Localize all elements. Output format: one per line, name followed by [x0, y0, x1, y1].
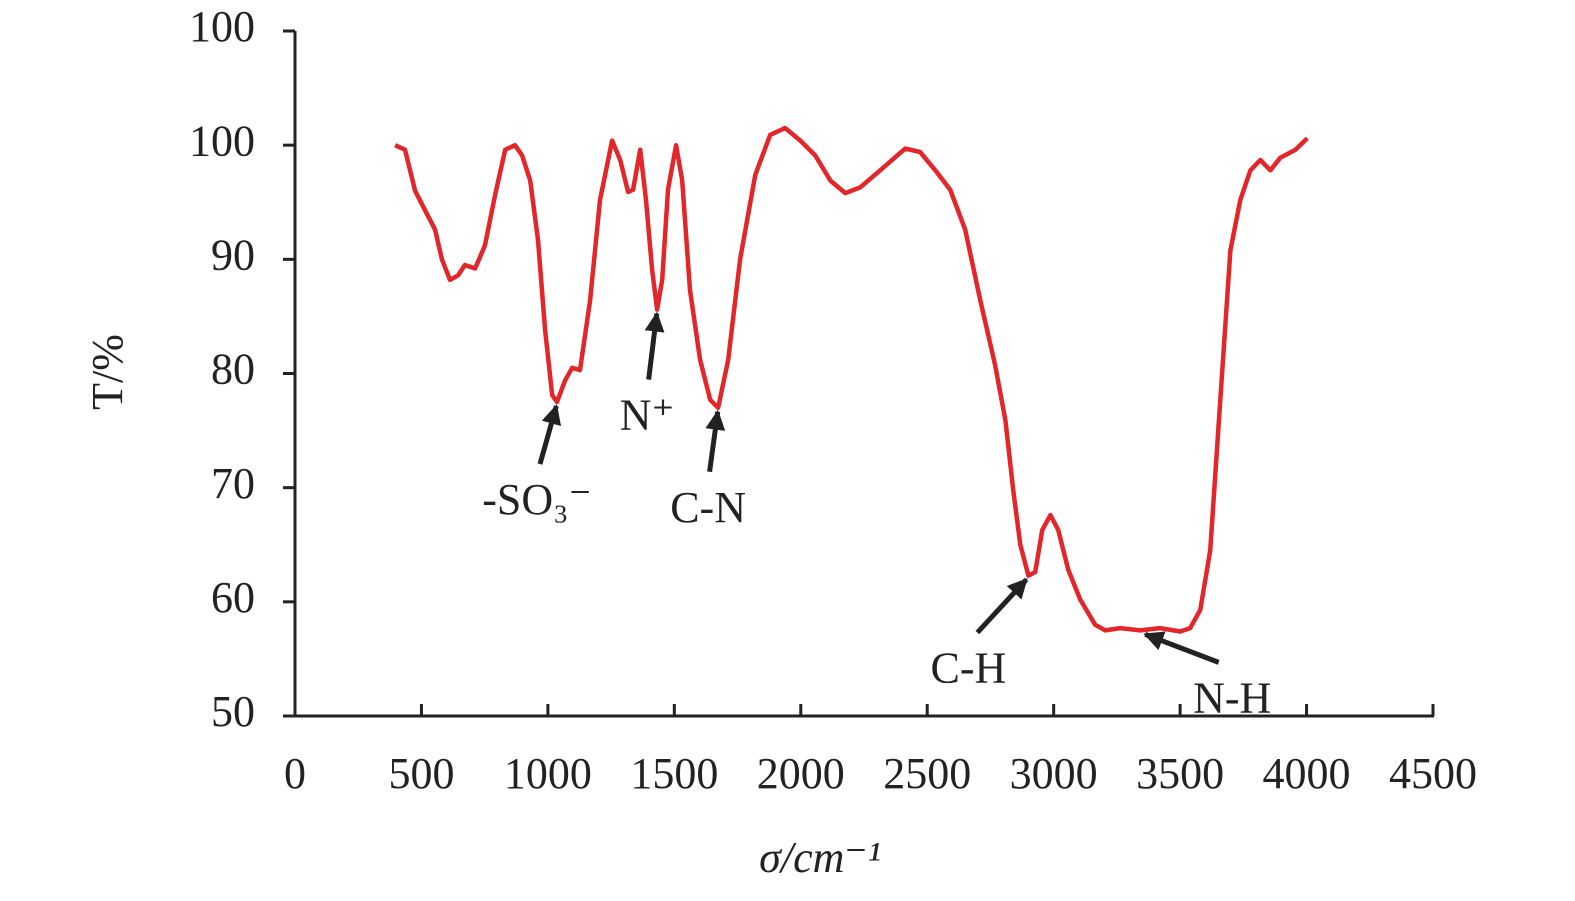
x-tick-label: 4000: [1263, 749, 1351, 798]
x-tick-label: 500: [388, 749, 454, 798]
annotation-label: -SO₃⁻: [482, 475, 591, 524]
y-tick-label: 90: [211, 230, 255, 279]
y-tick-label: 80: [211, 345, 255, 394]
x-tick-label: 2000: [757, 749, 845, 798]
x-tick-label: 3000: [1010, 749, 1098, 798]
annotation-arrow: [975, 577, 1029, 635]
y-tick-label: 70: [211, 459, 255, 508]
annotation-label: C-N: [670, 483, 746, 532]
y-tick-label: 60: [211, 573, 255, 622]
y-tick-label: 100: [189, 116, 255, 165]
x-tick-label: 1000: [504, 749, 592, 798]
annotation-arrow: [1143, 631, 1220, 665]
x-axis-label: σ/cm⁻¹: [759, 833, 881, 882]
annotation-arrow: [644, 311, 665, 380]
annotation-label: C-H: [930, 644, 1006, 693]
y-tick-label: 50: [211, 687, 255, 736]
annotation-arrow: [705, 409, 726, 473]
y-tick-label: 100: [189, 2, 255, 51]
x-tick-label: 0: [284, 749, 306, 798]
y-axis-label: T/%: [83, 334, 132, 410]
x-tick-label: 4500: [1389, 749, 1477, 798]
spectrum-line: [394, 125, 1309, 634]
x-tick-label: 2500: [883, 749, 971, 798]
x-tick-label: 3500: [1136, 749, 1224, 798]
annotation-label: N⁺: [620, 391, 675, 440]
annotation-label: N-H: [1193, 673, 1271, 722]
x-tick-label: 1500: [630, 749, 718, 798]
annotation-arrow: [537, 404, 562, 465]
